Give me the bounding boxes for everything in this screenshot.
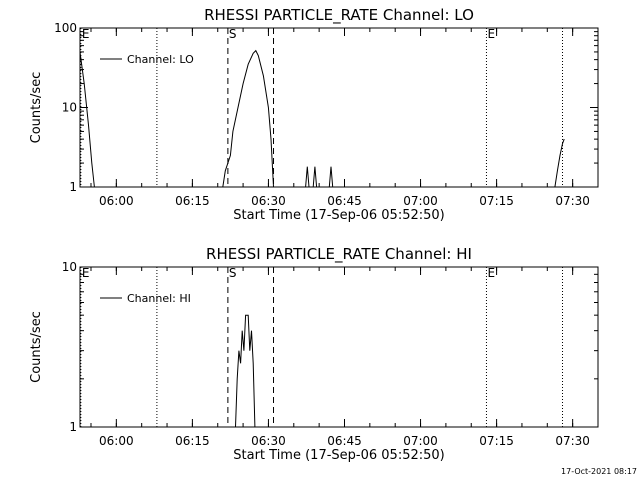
x-tick-label: 06:15 (175, 434, 210, 448)
x-tick-label: 06:00 (99, 434, 134, 448)
y-tick-label: 100 (54, 21, 77, 35)
y-axis-label: Counts/sec (29, 72, 44, 144)
series-line (328, 166, 334, 188)
x-tick-label: 06:30 (251, 194, 286, 208)
x-tick-label: 06:30 (251, 434, 286, 448)
x-tick-label: 07:00 (403, 434, 438, 448)
marker-label: S (229, 266, 237, 280)
marker-label: S (229, 27, 237, 41)
x-tick-label: 07:00 (403, 194, 438, 208)
x-tick-label: 07:15 (479, 194, 514, 208)
series-line (222, 49, 274, 188)
lo-channel-panel: RHESSI PARTICLE_RATE Channel: LO 06:00 06:… (29, 6, 599, 223)
x-tick-label: 07:15 (479, 434, 514, 448)
plot-frame (79, 27, 599, 188)
marker-label: E (487, 27, 495, 41)
y-tick-label: 1 (69, 420, 77, 434)
legend-label: Channel: LO (127, 53, 194, 66)
x-axis-label: Start Time (17-Sep-06 05:52:50) (233, 448, 444, 463)
marker-label: E (82, 266, 90, 280)
x-tick-label: 06:45 (327, 194, 362, 208)
y-axis-label: Counts/sec (29, 311, 44, 383)
series-line (554, 138, 565, 188)
x-axis-label: Start Time (17-Sep-06 05:52:50) (233, 208, 444, 223)
chart-title: RHESSI PARTICLE_RATE Channel: LO (204, 6, 474, 25)
y-tick-label: 10 (62, 101, 77, 115)
legend-label: Channel: HI (127, 292, 191, 305)
timestamp-footer: 17-Oct-2021 08:17 (561, 467, 637, 476)
marker-label: E (82, 27, 90, 41)
x-tick-label: 06:15 (175, 194, 210, 208)
y-tick-label: 10 (62, 260, 77, 274)
x-tick-label: 07:30 (555, 434, 590, 448)
x-tick-label: 07:30 (555, 194, 590, 208)
x-tick-label: 06:45 (327, 434, 362, 448)
series-line (312, 166, 318, 188)
series-line (79, 51, 95, 188)
x-tick-label: 06:00 (99, 194, 134, 208)
series-line (235, 314, 256, 428)
chart-title: RHESSI PARTICLE_RATE Channel: HI (206, 245, 472, 264)
y-tick-label: 1 (69, 180, 77, 194)
plot-frame (79, 266, 599, 428)
series-line (305, 166, 310, 188)
marker-label: E (487, 266, 495, 280)
hi-channel-panel: RHESSI PARTICLE_RATE Channel: HI 06:00 06:… (29, 245, 599, 463)
